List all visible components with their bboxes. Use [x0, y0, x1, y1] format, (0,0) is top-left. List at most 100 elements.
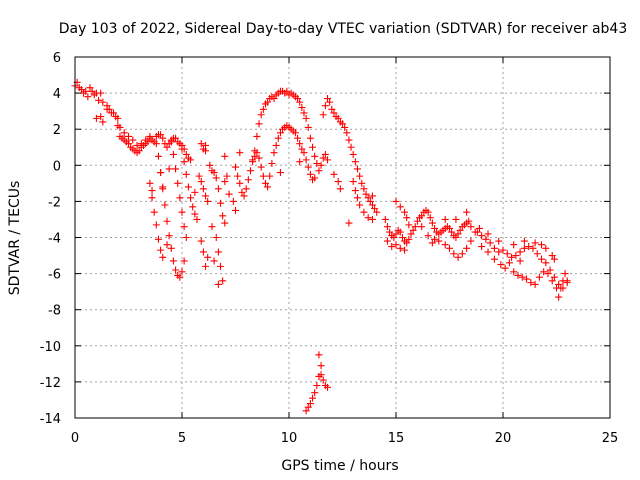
data-point — [246, 167, 254, 175]
data-point — [456, 226, 464, 234]
data-point — [253, 132, 261, 140]
data-point — [347, 143, 355, 151]
data-point — [390, 234, 398, 241]
data-point — [244, 176, 252, 184]
data-point — [345, 136, 353, 144]
data-point — [97, 89, 105, 97]
data-point — [135, 147, 143, 155]
data-point — [424, 232, 432, 240]
data-point — [114, 114, 122, 122]
data-point — [542, 259, 550, 267]
data-point — [176, 194, 184, 202]
data-point — [296, 140, 304, 148]
data-point — [221, 152, 229, 160]
data-point — [302, 156, 310, 164]
data-point — [465, 217, 473, 225]
x-tick-label: 10 — [281, 431, 298, 446]
data-point — [563, 279, 571, 287]
data-point — [446, 224, 453, 232]
x-tick-label: 20 — [495, 431, 512, 446]
data-point — [300, 149, 308, 157]
x-tick-label: 0 — [71, 431, 79, 446]
data-point — [152, 140, 160, 148]
data-point — [182, 234, 190, 241]
data-point — [392, 230, 400, 238]
data-point — [276, 169, 284, 177]
data-point — [206, 161, 214, 169]
data-point — [392, 197, 400, 205]
data-point — [413, 217, 421, 225]
data-point — [368, 215, 376, 223]
data-point — [294, 95, 302, 103]
data-point — [499, 246, 507, 254]
data-point — [381, 215, 389, 223]
data-point — [559, 284, 567, 292]
data-point — [520, 244, 528, 252]
data-point — [533, 250, 541, 258]
data-point — [236, 179, 244, 187]
data-point — [229, 197, 237, 205]
data-point — [159, 185, 167, 193]
data-point — [167, 138, 175, 146]
data-point — [204, 253, 212, 261]
data-point — [546, 266, 554, 274]
data-point — [431, 224, 439, 232]
data-point — [137, 140, 145, 148]
series-branch-1 — [146, 169, 167, 261]
data-point — [405, 221, 413, 229]
data-point — [535, 273, 543, 281]
data-point — [418, 212, 426, 220]
data-point — [388, 243, 396, 251]
data-point — [311, 389, 319, 397]
data-point — [304, 403, 312, 411]
data-point — [321, 102, 329, 110]
data-point — [396, 228, 404, 236]
data-point — [454, 253, 462, 261]
data-point — [172, 266, 180, 274]
data-point — [97, 113, 105, 121]
data-point — [167, 244, 175, 252]
data-point — [304, 123, 312, 131]
data-point — [351, 187, 359, 195]
series-scattered — [92, 113, 558, 265]
y-tick-label: 0 — [53, 159, 61, 174]
y-tick-label: -14 — [40, 412, 61, 427]
data-point — [353, 194, 361, 202]
data-point — [272, 141, 280, 149]
data-point — [544, 270, 552, 278]
data-point — [202, 141, 210, 149]
data-point — [319, 154, 327, 162]
data-point — [180, 257, 188, 265]
data-point — [99, 98, 107, 106]
data-point — [531, 239, 539, 247]
data-point — [326, 98, 334, 106]
data-point — [490, 255, 498, 263]
points-layer — [71, 78, 571, 415]
data-point — [178, 268, 186, 276]
data-point — [202, 262, 210, 270]
data-point — [366, 197, 374, 205]
data-point — [204, 197, 212, 205]
data-point — [407, 230, 415, 238]
data-point — [518, 273, 526, 281]
data-point — [514, 271, 522, 279]
series-mid-plateau — [381, 206, 475, 247]
data-point — [110, 109, 118, 117]
data-point — [339, 120, 346, 128]
data-point — [169, 150, 177, 158]
data-point — [268, 159, 276, 167]
data-point — [210, 257, 218, 265]
data-point — [82, 87, 90, 95]
data-point — [516, 257, 524, 265]
data-point — [324, 95, 332, 103]
data-point — [540, 268, 548, 276]
data-point — [195, 172, 203, 180]
data-point — [478, 232, 486, 240]
data-point — [236, 149, 244, 157]
y-axis-label: SDTVAR / TECUs — [7, 181, 23, 296]
data-point — [184, 183, 192, 191]
data-point — [360, 208, 368, 216]
data-point — [232, 163, 239, 171]
data-point — [172, 165, 180, 173]
